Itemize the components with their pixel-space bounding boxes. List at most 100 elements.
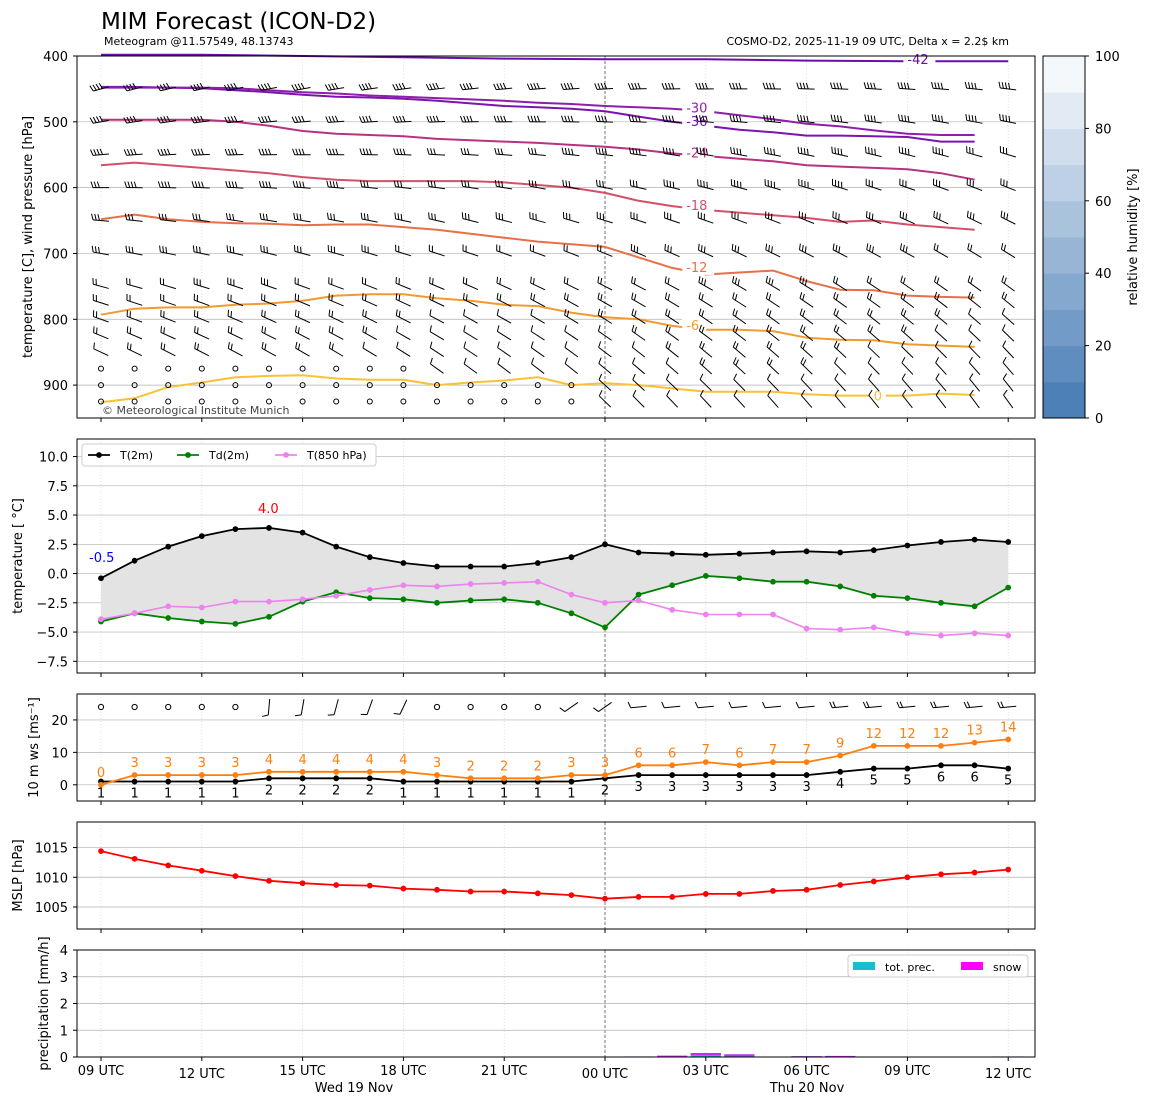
- wind-barb: [598, 373, 612, 391]
- wind-barb: [1002, 373, 1014, 392]
- gust-label: 3: [433, 756, 441, 771]
- wind-barb-calm: [266, 382, 272, 389]
- wind-barb: [325, 115, 345, 123]
- wind-barb: [429, 325, 445, 341]
- wind-barb: [293, 212, 311, 223]
- colorbar-band: [1043, 200, 1085, 238]
- series-point: [198, 778, 205, 785]
- colorbar-band: [1043, 56, 1085, 93]
- wind-barb: [89, 82, 109, 92]
- x-tick-label: 09 UTC: [884, 1064, 930, 1079]
- wind-barb: [262, 698, 271, 717]
- upper-air-y-tick-label: 900: [43, 379, 68, 394]
- series-point: [870, 765, 877, 772]
- snow-bar: [657, 1055, 688, 1057]
- series-point: [333, 775, 340, 782]
- wind-barb: [799, 275, 814, 292]
- wind-barb: [429, 276, 445, 290]
- wind-barb: [157, 148, 177, 156]
- wind-barb: [257, 115, 278, 124]
- temperature-y-tick-label: 10.0: [39, 451, 68, 466]
- wind-barb-calm: [400, 398, 407, 405]
- precip-y-tick-label: 0: [60, 1051, 68, 1066]
- wind-barb: [830, 114, 849, 124]
- wind-barb: [359, 148, 378, 156]
- wind-barb: [1001, 291, 1015, 309]
- series-point: [198, 604, 205, 611]
- wind-barb: [934, 324, 948, 342]
- series-point: [635, 772, 642, 778]
- wind-barb: [900, 291, 915, 309]
- legend-marker: [283, 452, 289, 458]
- wind-barb-calm: [299, 382, 306, 389]
- wind-barb: [967, 291, 982, 309]
- legend-label: Td(2m): [208, 449, 249, 462]
- series-point: [333, 882, 340, 888]
- x-tick-label: 12 UTC: [179, 1067, 225, 1082]
- wind-speed-label: 1: [466, 787, 474, 802]
- series-point: [635, 549, 642, 556]
- series-point: [669, 582, 676, 589]
- wind-barb: [461, 212, 479, 223]
- series-point: [534, 775, 541, 782]
- colorbar-band: [1043, 164, 1085, 202]
- wind-barb: [864, 146, 882, 158]
- legend-label: T(850 hPa): [306, 449, 367, 462]
- wind-barb: [362, 341, 377, 357]
- wind-barb: [897, 82, 916, 90]
- wind-barb: [497, 357, 511, 374]
- wind-barb: [93, 326, 109, 340]
- series-point: [165, 778, 172, 785]
- wind-barb: [598, 341, 612, 358]
- series-point: [669, 772, 676, 778]
- wind-barb: [392, 82, 412, 91]
- series-point: [501, 580, 508, 586]
- wind-barb: [530, 276, 546, 291]
- series-point: [635, 597, 642, 604]
- wind-barb: [766, 357, 780, 375]
- wind-y-tick-label: 20: [51, 714, 68, 729]
- series-point: [165, 772, 172, 778]
- wind-barb: [900, 275, 915, 292]
- series-point: [770, 611, 776, 618]
- wind-barb: [90, 148, 110, 156]
- series-point: [568, 892, 575, 899]
- wind-barb: [765, 243, 781, 258]
- wind-barb: [698, 324, 713, 341]
- series-point: [904, 595, 911, 602]
- series-point: [803, 759, 810, 765]
- wind-barb: [833, 292, 848, 308]
- wind-speed-label: 1: [500, 787, 508, 802]
- wind-barb: [632, 389, 645, 408]
- wind-barb: [257, 82, 277, 91]
- wind-barb: [965, 113, 983, 124]
- wind-barb: [92, 294, 109, 306]
- wind-barb: [123, 115, 143, 124]
- wind-barb: [258, 180, 278, 189]
- wind-barb-calm: [165, 365, 172, 372]
- wind-speed-label: 1: [231, 787, 239, 802]
- wind-barb: [294, 277, 311, 290]
- series-point: [266, 768, 272, 775]
- wind-barb: [259, 212, 277, 223]
- series-point: [266, 598, 272, 605]
- series-point: [803, 772, 810, 778]
- x-tick-label: 00 UTC: [582, 1067, 628, 1082]
- series-point: [198, 533, 205, 540]
- series-point: [904, 765, 911, 772]
- wind-barb: [328, 325, 344, 340]
- wind-speed-label: 1: [433, 787, 441, 802]
- series-point: [736, 891, 743, 897]
- wind-barb-calm: [400, 365, 407, 372]
- wind-barb: [1001, 275, 1015, 292]
- mslp-ylabel: MSLP [hPa]: [11, 839, 26, 911]
- wind-speed-label: 1: [198, 787, 206, 802]
- wind-barb: [562, 211, 580, 224]
- wind-barb-calm: [299, 398, 306, 405]
- wind-barb: [733, 373, 746, 392]
- wind-barb: [730, 179, 748, 191]
- wind-speed-label: 3: [769, 780, 777, 795]
- wind-barb: [597, 292, 613, 308]
- mslp-y-tick-label: 1005: [35, 901, 68, 916]
- wind-barb: [564, 325, 579, 341]
